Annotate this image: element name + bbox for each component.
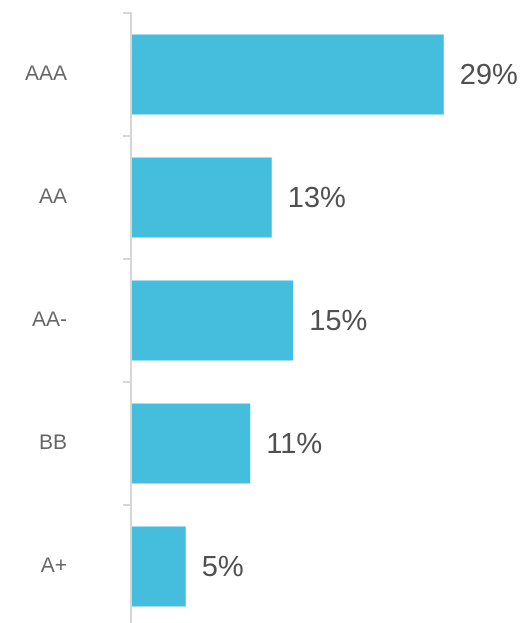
bar	[132, 34, 444, 115]
value-label: 13%	[288, 182, 346, 214]
value-label: 29%	[460, 59, 518, 91]
category-label: AAA	[25, 62, 67, 85]
category-label: AA-	[32, 308, 67, 331]
category-label: A+	[41, 554, 67, 577]
value-label: 11%	[266, 428, 322, 460]
category-label: AA	[39, 185, 67, 208]
value-label: 15%	[309, 305, 367, 337]
category-label: BB	[39, 431, 67, 454]
bar	[132, 403, 251, 484]
bar	[132, 157, 272, 238]
bar	[132, 280, 294, 361]
bar	[132, 526, 186, 607]
axis	[123, 12, 132, 623]
value-label: 5%	[202, 551, 244, 583]
